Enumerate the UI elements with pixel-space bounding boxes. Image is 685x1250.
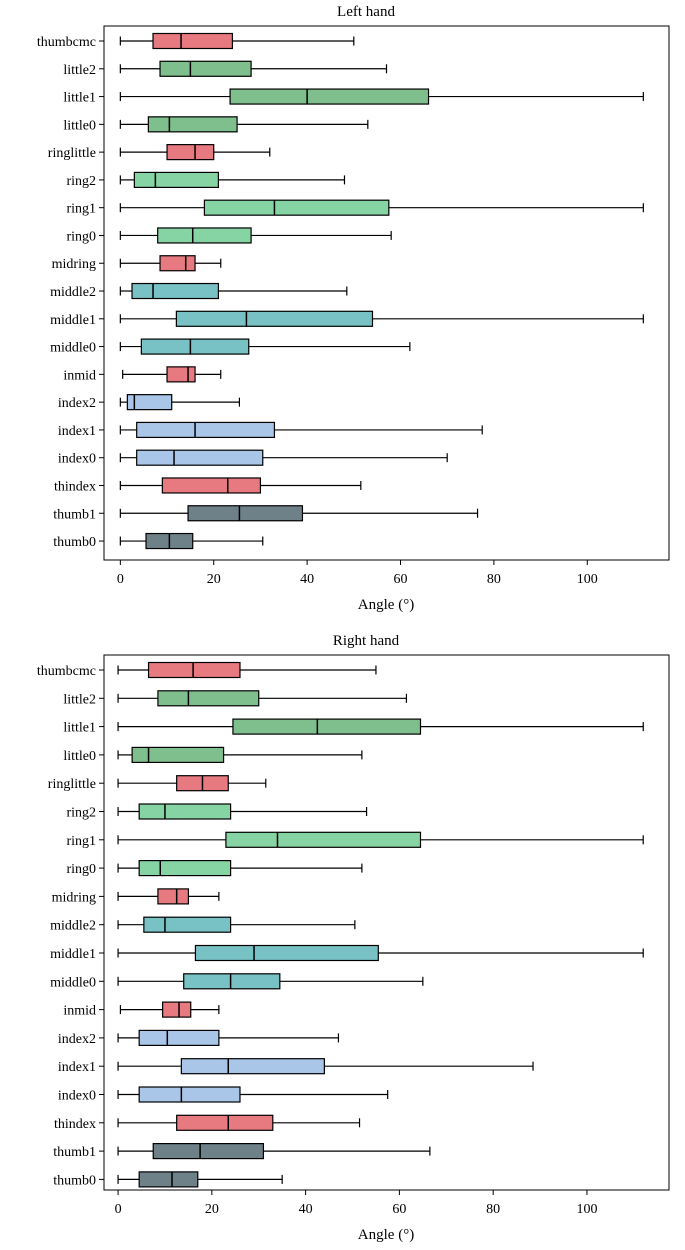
box-ring0 xyxy=(157,227,252,244)
category-label: thumb1 xyxy=(53,1145,96,1160)
category-label: ring2 xyxy=(66,174,96,189)
category-label: thindex xyxy=(54,479,96,494)
x-tick-label: 20 xyxy=(207,572,221,587)
box-middle0 xyxy=(140,338,250,355)
box-ring1 xyxy=(203,199,390,216)
category-label: ring1 xyxy=(66,834,96,849)
x-axis-label: Angle (°) xyxy=(358,1227,414,1243)
category-label: little0 xyxy=(63,118,96,133)
category-label: ringlittle xyxy=(48,777,96,792)
x-tick-label: 60 xyxy=(392,1202,406,1217)
x-tick-label: 60 xyxy=(394,572,408,587)
x-tick-label: 40 xyxy=(299,1202,313,1217)
box-index0 xyxy=(136,449,264,466)
category-label: middle0 xyxy=(50,975,96,990)
box-thumb1 xyxy=(152,1142,265,1160)
box-middle2 xyxy=(131,282,220,300)
box-little1 xyxy=(232,718,422,735)
box-thindex xyxy=(176,1114,274,1131)
box-index2 xyxy=(126,394,173,411)
box-midring xyxy=(157,888,189,905)
category-label: inmid xyxy=(63,1004,96,1019)
box-index2 xyxy=(138,1029,220,1047)
category-label: thumb1 xyxy=(53,507,96,522)
category-label: midring xyxy=(52,890,96,905)
box-middle1 xyxy=(194,944,379,962)
category-label: thumb0 xyxy=(53,535,96,550)
category-label: middle1 xyxy=(50,947,96,962)
category-label: ringlittle xyxy=(48,146,96,161)
box-thumb1 xyxy=(187,505,304,522)
chart-title: Right hand xyxy=(333,633,400,649)
box-index1 xyxy=(180,1058,325,1075)
x-tick-label: 80 xyxy=(486,1202,500,1217)
category-label: thumbcmc xyxy=(37,664,96,679)
plot-area: 0 20 40 60 80 100 thumbcmc little2 little1 little… xyxy=(37,25,670,587)
box-little0 xyxy=(147,116,238,133)
x-tick-label: 0 xyxy=(117,572,124,587)
category-label: middle1 xyxy=(50,313,96,328)
box-thumb0 xyxy=(138,1171,199,1188)
category-label: inmid xyxy=(63,368,96,383)
box-ring1 xyxy=(225,831,422,848)
category-label: middle2 xyxy=(50,919,96,934)
x-tick-label: 40 xyxy=(300,572,314,587)
category-label: little2 xyxy=(63,63,96,78)
box-little1 xyxy=(229,88,430,105)
box-inmid xyxy=(162,1001,192,1018)
box-little2 xyxy=(159,60,252,77)
category-label: ring0 xyxy=(66,229,96,244)
x-tick-label: 0 xyxy=(115,1202,122,1217)
box-ring2 xyxy=(138,803,232,820)
category-label: thindex xyxy=(54,1117,96,1132)
box-little2 xyxy=(157,690,260,707)
box-midring xyxy=(159,255,196,272)
box-ringlittle xyxy=(166,144,215,161)
x-tick-label: 80 xyxy=(487,572,501,587)
left-hand-panel: Left hand 0 20 40 60 80 100 thumbcmc little2 lit… xyxy=(37,4,670,613)
category-label: thumb0 xyxy=(53,1173,96,1188)
plot-area: 0 20 40 60 80 100 thumbcmc little2 little1 little… xyxy=(37,654,670,1217)
category-label: little2 xyxy=(63,692,96,707)
category-label: ring2 xyxy=(66,806,96,821)
category-label: index1 xyxy=(58,424,96,439)
box-little0 xyxy=(131,746,225,764)
box-thumbcmc xyxy=(147,661,241,679)
category-label: little0 xyxy=(63,749,96,764)
x-tick-label: 100 xyxy=(576,1202,597,1217)
axes-frame xyxy=(103,654,670,1191)
box-index1 xyxy=(136,421,276,439)
category-label: little1 xyxy=(63,91,96,106)
box-thindex xyxy=(161,477,262,494)
chart-title: Left hand xyxy=(337,4,395,20)
x-tick-label: 100 xyxy=(577,572,598,587)
box-index0 xyxy=(138,1086,241,1103)
box-middle2 xyxy=(143,916,232,933)
right-hand-panel: Right hand 0 20 40 60 80 100 thumbcmc little2 li… xyxy=(37,633,670,1243)
category-label: middle0 xyxy=(50,341,96,356)
box-middle1 xyxy=(175,310,374,327)
box-ring2 xyxy=(133,171,220,188)
box-thumbcmc xyxy=(152,32,234,50)
category-label: midring xyxy=(52,257,96,272)
x-axis-label: Angle (°) xyxy=(358,597,414,613)
box-ring0 xyxy=(138,859,232,877)
axes-frame xyxy=(103,25,670,561)
category-label: index0 xyxy=(58,1089,96,1104)
category-label: index0 xyxy=(58,452,96,467)
category-label: middle2 xyxy=(50,285,96,300)
category-label: index2 xyxy=(58,1032,96,1047)
category-label: ring0 xyxy=(66,862,96,877)
box-middle0 xyxy=(183,973,281,990)
category-label: little1 xyxy=(63,721,96,736)
category-label: index2 xyxy=(58,396,96,411)
category-label: thumbcmc xyxy=(37,35,96,50)
category-label: index1 xyxy=(58,1060,96,1075)
box-inmid xyxy=(166,366,196,383)
x-tick-label: 20 xyxy=(205,1202,219,1217)
category-label: ring1 xyxy=(66,202,96,217)
